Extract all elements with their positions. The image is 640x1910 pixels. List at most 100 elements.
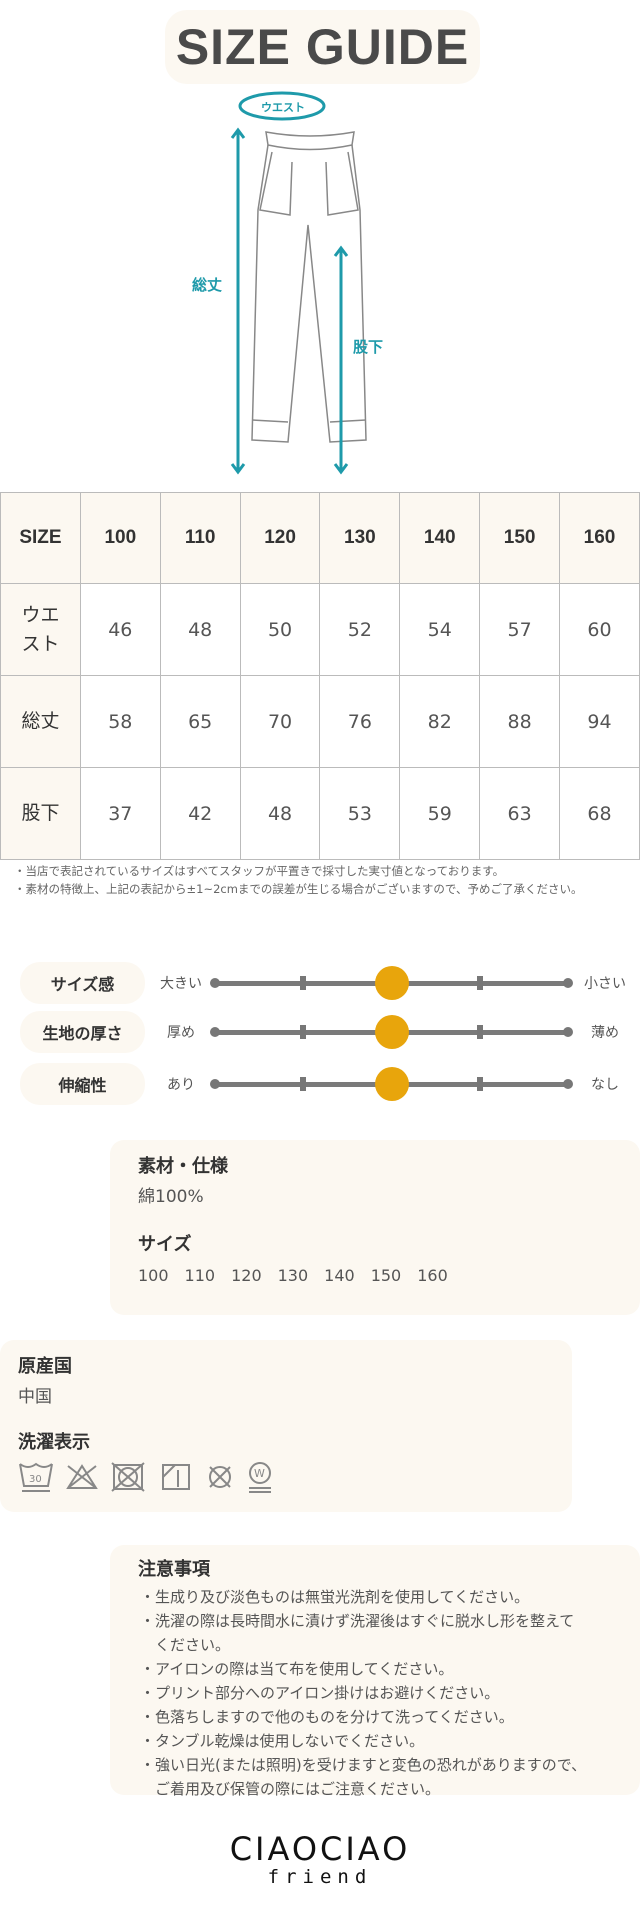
cell: 82 xyxy=(399,675,481,768)
material-heading: 素材・仕様 xyxy=(138,1156,228,1177)
row-label: 総丈 xyxy=(0,675,81,768)
cell: 88 xyxy=(479,675,561,768)
scale-label: 伸縮性 xyxy=(20,1063,145,1105)
size-table: SIZE 100 110 120 130 140 150 160 ウエ スト 46 48 50 52 5… xyxy=(0,492,640,860)
wet-clean-icon: W xyxy=(249,1462,271,1493)
cautions-box: 注意事項 ・生成り及び淡色ものは無蛍光洗剤を使用してください。・洗濯の際は長時間… xyxy=(110,1545,640,1798)
size-heading: サイズ xyxy=(138,1234,192,1255)
svg-text:30: 30 xyxy=(29,1474,42,1485)
cell: 42 xyxy=(159,767,241,860)
total-length-label: 総丈 xyxy=(192,276,222,294)
cell: 94 xyxy=(559,675,640,768)
header-cell: 160 xyxy=(559,492,640,584)
wash-30-icon: 30 xyxy=(19,1462,53,1492)
scale-indicator xyxy=(374,1067,409,1101)
note: ・当店で表記されているサイズはすべてスタッフが平置きで採寸した実寸値となっており… xyxy=(14,864,505,878)
cell: 68 xyxy=(559,767,640,860)
scale-left-label: あり xyxy=(167,1077,195,1093)
cell: 65 xyxy=(159,675,241,768)
scale-tick xyxy=(476,1025,483,1039)
care-symbols: 30 W xyxy=(19,1462,271,1493)
cell: 63 xyxy=(479,767,561,860)
scale-end-dot xyxy=(563,1079,573,1089)
scale-end-dot xyxy=(210,1079,220,1089)
inseam-label: 股下 xyxy=(353,338,383,356)
cautions-list: ・生成り及び淡色ものは無蛍光洗剤を使用してください。・洗濯の際は長時間水に漬けず… xyxy=(140,1585,586,1801)
scale-indicator xyxy=(374,966,409,1000)
cell: 70 xyxy=(239,675,321,768)
cell: 59 xyxy=(399,767,481,860)
scale-left-label: 厚め xyxy=(167,1025,195,1041)
waist-label: ウエスト xyxy=(261,101,305,114)
line-dry-shade-icon xyxy=(162,1464,190,1490)
cell: 52 xyxy=(319,583,401,676)
brand-logo: CIAOCIAO friend xyxy=(0,1832,640,1888)
brand-name: CIAOCIAO xyxy=(229,1830,411,1868)
no-dry-clean-icon xyxy=(209,1466,231,1488)
cell: 50 xyxy=(239,583,321,676)
cell: 53 xyxy=(319,767,401,860)
cell: 46 xyxy=(79,583,161,676)
cell: 54 xyxy=(399,583,481,676)
header-cell: 100 xyxy=(79,492,161,584)
table-row: 股下 37 42 48 53 59 63 68 xyxy=(0,767,640,860)
header-cell: 130 xyxy=(319,492,401,584)
table-row: ウエ スト 46 48 50 52 54 57 60 xyxy=(0,583,640,676)
scale-tick xyxy=(300,976,307,990)
scale-tick xyxy=(300,1025,307,1039)
cell: 60 xyxy=(559,583,640,676)
scale-end-dot xyxy=(563,1027,573,1037)
header-cell: 150 xyxy=(479,492,561,584)
no-bleach-icon xyxy=(66,1464,98,1489)
scale-label: 生地の厚さ xyxy=(20,1011,145,1053)
row-label: 股下 xyxy=(0,767,81,860)
scale-right-label: なし xyxy=(591,1077,619,1093)
header-cell: 140 xyxy=(399,492,481,584)
header-cell: SIZE xyxy=(0,492,81,584)
cell: 48 xyxy=(239,767,321,860)
cell: 58 xyxy=(79,675,161,768)
material-box: 素材・仕様 綿100% サイズ 100 110 120 130 140 150 … xyxy=(110,1140,640,1315)
origin-box: 原産国 中国 洗濯表示 30 W xyxy=(0,1340,572,1512)
header-cell: 110 xyxy=(159,492,241,584)
scale-label: サイズ感 xyxy=(20,962,145,1004)
origin-heading: 原産国 xyxy=(18,1356,72,1377)
svg-text:W: W xyxy=(254,1467,265,1480)
cell: 76 xyxy=(319,675,401,768)
caution-item: ・タンブル乾燥は使用しないでください。 xyxy=(140,1732,425,1750)
table-header-row: SIZE 100 110 120 130 140 150 160 xyxy=(0,492,640,584)
material-value: 綿100% xyxy=(138,1187,204,1207)
scale-tick xyxy=(476,1077,483,1091)
page-title: SIZE GUIDE xyxy=(165,10,480,84)
brand-sub: friend xyxy=(267,1866,373,1888)
no-tumble-dry-icon xyxy=(111,1462,145,1492)
cell: 48 xyxy=(159,583,241,676)
scale-end-dot xyxy=(210,1027,220,1037)
scale-tick xyxy=(476,976,483,990)
cautions-heading: 注意事項 xyxy=(138,1559,210,1580)
header-cell: 120 xyxy=(239,492,321,584)
table-row: 総丈 58 65 70 76 82 88 94 xyxy=(0,675,640,768)
care-heading: 洗濯表示 xyxy=(18,1432,90,1453)
size-list: 100 110 120 130 140 150 160 xyxy=(138,1266,448,1285)
scale-left-label: 大きい xyxy=(160,976,202,992)
caution-item: ・色落ちしますので他のものを分けて洗ってください。 xyxy=(140,1708,514,1726)
caution-item: ・強い日光(または照明)を受けますと変色の恐れがありますので、 ご着用及び保管の… xyxy=(140,1756,587,1798)
scale-end-dot xyxy=(210,978,220,988)
caution-item: ・洗濯の際は長時間水に漬けず洗濯後はすぐに脱水し形を整えて ください。 xyxy=(140,1612,575,1654)
scale-indicator xyxy=(374,1015,409,1049)
origin-value: 中国 xyxy=(18,1387,52,1407)
note: ・素材の特徴上、上記の表記から±1~2cmまでの誤差が生じる場合がございますので… xyxy=(14,882,583,896)
scale-right-label: 小さい xyxy=(584,976,626,992)
pants-diagram: ウエスト 総丈 股下 xyxy=(192,91,383,475)
scale-right-label: 薄め xyxy=(591,1025,619,1041)
caution-item: ・アイロンの際は当て布を使用してください。 xyxy=(140,1660,454,1678)
cell: 57 xyxy=(479,583,561,676)
scale-end-dot xyxy=(563,978,573,988)
caution-item: ・生成り及び淡色ものは無蛍光洗剤を使用してください。 xyxy=(140,1588,530,1606)
row-label: ウエ スト xyxy=(0,583,81,676)
scale-tick xyxy=(300,1077,307,1091)
measurement-notes: ・当店で表記されているサイズはすべてスタッフが平置きで採寸した実寸値となっており… xyxy=(14,862,634,898)
caution-item: ・プリント部分へのアイロン掛けはお避けください。 xyxy=(140,1684,500,1702)
cell: 37 xyxy=(79,767,161,860)
